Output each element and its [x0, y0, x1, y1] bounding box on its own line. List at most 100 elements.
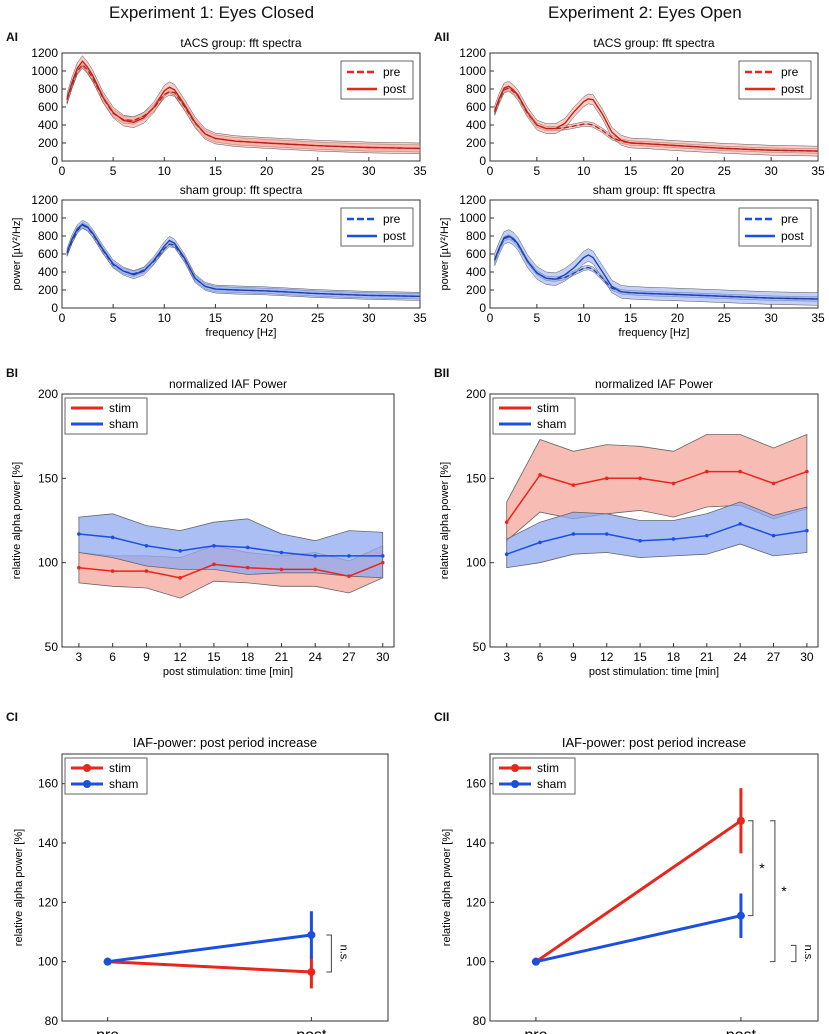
AII_tacs-ytick-label: 1000	[459, 64, 486, 78]
BI-xtick-label: 6	[109, 650, 116, 664]
AI_sham-ytick-label: 1200	[31, 193, 58, 207]
AII_tacs-ytick-label: 0	[479, 154, 486, 168]
AI_sham-xlabel: frequency [Hz]	[206, 327, 277, 339]
AII_tacs-legend-box	[738, 60, 812, 100]
CII-legend-label-sham: sham	[537, 777, 566, 791]
BII-line-stim	[506, 470, 808, 523]
AII_sham-xtick-label: 15	[624, 311, 638, 325]
BII-point-stim	[604, 476, 609, 481]
BII-point-stim	[538, 473, 542, 477]
AII_tacs-legend-label-pre: pre	[781, 65, 799, 79]
BI-xtick-label: 21	[275, 650, 289, 664]
AI_tacs-xtick-label: 5	[110, 164, 117, 178]
BI-point-sham	[245, 545, 250, 550]
panel-label-cii: CII	[434, 710, 450, 724]
BII-xtick-label: 15	[633, 650, 647, 664]
BII-point-stim	[638, 476, 642, 481]
BI-legend-label-stim: stim	[109, 401, 131, 415]
AII_tacs-xtick-label: 25	[718, 164, 732, 178]
panel-label-aii: AII	[434, 30, 450, 44]
BI-point-stim	[313, 567, 318, 572]
BI-xtick-label: 18	[241, 650, 255, 664]
AI_sham-band-post	[66, 220, 421, 301]
AI_sham-xtick-label: 35	[413, 311, 427, 325]
CII-legend-box	[492, 757, 576, 795]
CI-title: IAF-power: post period increase	[133, 735, 317, 750]
BII-point-stim	[705, 469, 709, 474]
AI_sham-ytick-label: 1000	[31, 211, 58, 225]
CI-ytick-label: 80	[45, 1014, 59, 1028]
AI_sham-ylabel: power [µV²/Hz]	[11, 218, 23, 291]
CII-ytick-label: 100	[466, 955, 486, 969]
BI-point-sham	[279, 550, 284, 555]
CII-legend-label-stim: stim	[537, 761, 559, 775]
AI_sham-line-edge-post	[66, 223, 421, 297]
BI-point-stim	[245, 565, 250, 570]
AI_tacs-legend-label-pre: pre	[383, 65, 401, 79]
AI_tacs-legend-box	[340, 60, 414, 100]
AII_tacs-xtick-label: 35	[811, 164, 825, 178]
BII-point-stim	[571, 483, 576, 487]
AII_sham-ytick-label: 0	[479, 301, 486, 315]
AII_sham-xtick-label: 5	[534, 311, 541, 325]
BI-ytick-label: 200	[38, 387, 58, 401]
BII-line-sham	[506, 523, 808, 555]
CII-legend-marker-stim	[511, 764, 519, 772]
AI_tacs-ytick-label: 600	[38, 100, 58, 114]
CI-point-sham	[103, 957, 112, 966]
BI-title: normalized IAF Power	[169, 377, 287, 391]
BI-point-sham	[313, 554, 318, 558]
CI-bracket	[326, 934, 332, 973]
AI_tacs-ytick-label: 1200	[31, 46, 58, 60]
CII-line-sham	[535, 914, 742, 964]
CII-point-sham	[531, 957, 540, 966]
CII-legend-marker-sham	[511, 780, 519, 788]
BI-point-stim	[178, 576, 182, 580]
BI-ytick-label: 100	[38, 556, 58, 570]
AII_tacs-xtick-label: 20	[671, 164, 685, 178]
BII-ytick-label: 100	[466, 556, 486, 570]
BII-legend-label-stim: stim	[537, 401, 559, 415]
CII-xtick-label: pre	[524, 1027, 547, 1034]
AI_sham-ytick-label: 600	[38, 247, 58, 261]
AII_sham-xlabel: frequency [Hz]	[619, 327, 690, 339]
CII-ytick-label: 160	[466, 777, 486, 791]
AII_sham-ytick-label: 200	[466, 283, 486, 297]
CII-ytick-label: 80	[473, 1014, 487, 1028]
AII_sham-legend-box	[738, 207, 812, 247]
AI_tacs-xtick-label: 35	[413, 164, 427, 178]
BII-point-stim	[771, 481, 776, 486]
CII-sig-label: *	[781, 883, 787, 899]
BI-point-sham	[144, 544, 149, 548]
AII_sham-xtick-label: 10	[577, 311, 591, 325]
CI-sig-label: n.s.	[337, 945, 349, 963]
BI-point-stim	[347, 574, 351, 578]
BI-legend-label-sham: sham	[109, 417, 138, 431]
BII-ytick-label: 150	[466, 471, 486, 485]
AII_sham-legend-label-post: post	[781, 229, 804, 243]
BII-xtick-label: 9	[570, 650, 577, 664]
AI_tacs-band-post	[66, 55, 421, 155]
AI_tacs-title: tACS group: fft spectra	[180, 36, 301, 50]
BII-xtick-label: 27	[767, 650, 781, 664]
BII-point-sham	[705, 533, 709, 538]
CI-ytick-label: 100	[38, 955, 58, 969]
AI_tacs-xtick-label: 10	[158, 164, 172, 178]
BI-point-stim	[380, 560, 385, 565]
BI-point-stim	[212, 562, 216, 567]
CII-bracket	[769, 820, 776, 963]
CII-ytick-label: 140	[466, 836, 486, 850]
BII-xtick-label: 6	[537, 650, 544, 664]
AI_sham-ytick-label: 400	[38, 265, 58, 279]
AI_tacs-ytick-label: 800	[38, 82, 58, 96]
AII_sham-ytick-label: 400	[466, 265, 486, 279]
CII-line-stim	[535, 819, 742, 963]
AII_sham-ylabel: power [µV²/Hz]	[439, 218, 451, 291]
AI_sham-xtick-label: 15	[209, 311, 223, 325]
AI_tacs-xtick-label: 0	[59, 164, 66, 178]
BI-point-stim	[279, 567, 284, 572]
CI-legend-label-stim: stim	[109, 761, 131, 775]
BII-xtick-label: 21	[700, 650, 714, 664]
CI-ylabel: relative alpha power [%]	[13, 829, 25, 946]
